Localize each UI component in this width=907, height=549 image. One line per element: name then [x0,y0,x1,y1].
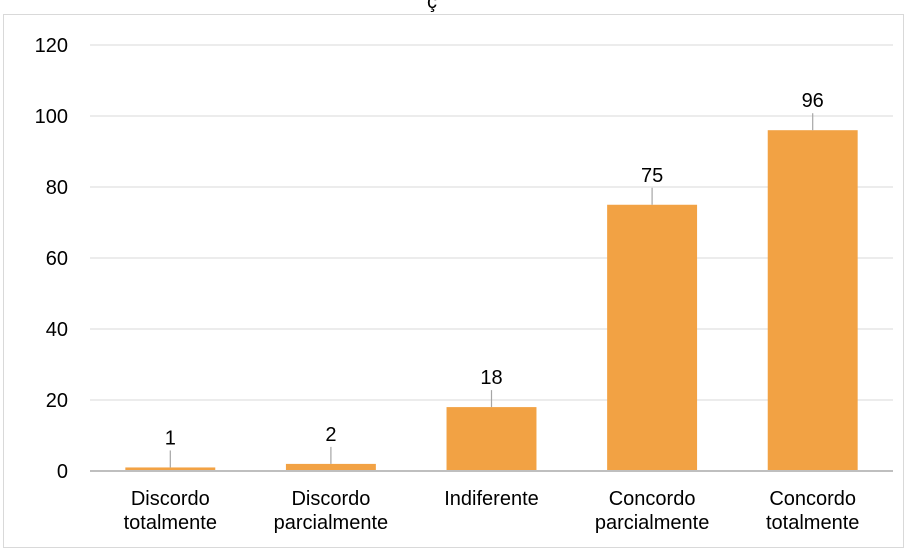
category-label: parcialmente [274,512,389,534]
bar [125,467,216,471]
data-label: 75 [641,165,663,187]
gridlines [90,44,893,401]
y-tick-label: 0 [57,461,68,483]
data-label: 1 [165,427,176,449]
category-label: totalmente [766,512,859,534]
y-tick-label: 100 [35,106,68,128]
data-label: 2 [325,424,336,446]
y-tick-label: 80 [46,177,68,199]
y-tick-label: 20 [46,390,68,412]
category-labels: DiscordototalmenteDiscordoparcialmenteIn… [124,488,860,534]
category-label: Discordo [131,488,210,510]
bar [446,407,537,471]
category-label: totalmente [124,512,217,534]
category-label: Discordo [291,488,370,510]
category-label: parcialmente [595,512,710,534]
data-label: 96 [802,90,824,112]
category-label: Concordo [609,488,696,510]
bar [607,204,698,471]
chart-frame [3,14,904,548]
category-label: Concordo [769,488,856,510]
data-labels: 1 2 18 75 96 [165,90,824,468]
y-tick-label: 40 [46,319,68,341]
data-label: 18 [480,367,502,389]
bars [125,130,858,471]
y-tick-label: 60 [46,248,68,270]
category-label: Indiferente [444,488,539,510]
y-tick-label: 120 [35,35,68,57]
bar [285,463,376,471]
bar [767,130,858,471]
y-axis-ticks: 0 20 40 60 80 100 120 [35,35,68,483]
chart-title-fragment: ç [427,0,437,13]
